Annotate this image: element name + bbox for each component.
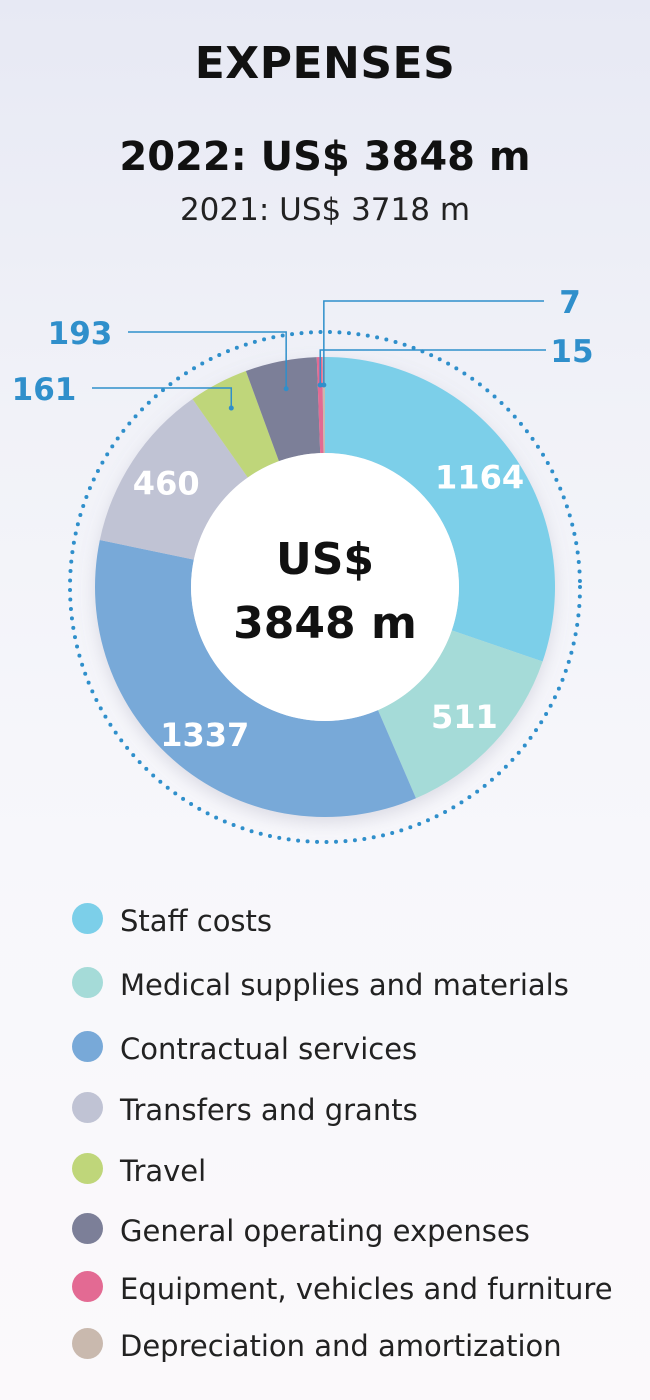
previous-year-total: 2021: US$ 3718 m — [179, 192, 471, 228]
callout-label-equipment-vehicles-and-furniture: 15 — [550, 334, 593, 370]
slice-label-medical-supplies-and-materials: 511 — [431, 698, 498, 736]
slice-travel — [192, 371, 279, 478]
donut-center — [191, 453, 459, 721]
legend-swatch — [72, 966, 103, 998]
callout-line-equipment-vehicles-and-furniture — [319, 349, 546, 386]
donut-slices — [95, 357, 555, 817]
legend-item-staff-costs: Staff costs — [72, 901, 272, 941]
slice-transfers-and-grants — [99, 399, 248, 560]
callout-line-travel — [92, 387, 233, 409]
legend-item-transfers-and-grants: Transfers and grants — [72, 1090, 418, 1130]
callout-line-general-operating-expenses — [128, 331, 287, 389]
legend-swatch — [72, 1212, 103, 1244]
callout-label-depreciation-and-amortization: 7 — [559, 285, 581, 321]
legend-swatch — [72, 1030, 103, 1062]
callout-dot-equipment-vehicles-and-furniture — [317, 382, 323, 388]
slice-label-staff-costs: 1164 — [435, 459, 524, 497]
legend-swatch — [72, 902, 103, 934]
slice-label-transfers-and-grants: 460 — [133, 465, 200, 503]
legend-item-depreciation-and-amortization: Depreciation and amortization — [72, 1326, 562, 1366]
slice-label-contractual-services: 1337 — [160, 716, 249, 754]
legend-item-contractual-services: Contractual services — [72, 1029, 417, 1069]
legend-label: General operating expenses — [120, 1214, 530, 1248]
slice-callouts: 161 193 15 7 — [12, 285, 594, 411]
legend-label: Travel — [120, 1154, 207, 1188]
legend-item-general-operating-expenses: General operating expenses — [72, 1211, 530, 1251]
legend-swatch — [72, 1152, 103, 1184]
callout-dot-general-operating-expenses — [283, 386, 289, 392]
legend-label: Transfers and grants — [120, 1093, 418, 1127]
slice-labels: 1164 511 1337 460 — [133, 459, 524, 755]
legend-label: Medical supplies and materials — [120, 968, 569, 1002]
legend-item-medical-supplies-and-materials: Medical supplies and materials — [72, 965, 569, 1005]
outer-dotted-ring — [68, 330, 582, 844]
center-label-amount: 3848 m — [233, 598, 417, 649]
legend-swatch — [72, 1327, 103, 1359]
legend-swatch — [72, 1270, 103, 1302]
legend-swatch — [72, 1091, 103, 1123]
legend-label: Equipment, vehicles and furniture — [120, 1272, 613, 1306]
callout-dot-travel — [228, 405, 234, 411]
legend-label: Depreciation and amortization — [120, 1329, 562, 1363]
callout-dot-depreciation-and-amortization — [321, 382, 327, 388]
page-title: EXPENSES — [194, 38, 456, 89]
callout-label-travel: 161 — [12, 372, 77, 408]
slice-medical-supplies-and-materials — [377, 630, 543, 799]
slice-general-operating-expenses — [245, 357, 321, 462]
expenses-donut-chart: US$ 3848 m 1164 511 1337 460 161 193 15 7 — [12, 285, 594, 844]
legend-label: Contractual services — [120, 1032, 418, 1066]
callout-line-depreciation-and-amortization — [323, 300, 544, 386]
slice-contractual-services — [95, 540, 416, 817]
legend-item-travel: Travel — [72, 1151, 206, 1191]
legend-label: Staff costs — [120, 904, 273, 938]
current-year-total: 2022: US$ 3848 m — [119, 134, 531, 180]
legend-item-equipment-vehicles-and-furniture: Equipment, vehicles and furniture — [72, 1269, 613, 1309]
callout-label-general-operating-expenses: 193 — [48, 316, 113, 352]
slice-staff-costs — [325, 357, 555, 662]
slice-equipment-vehicles-and-furniture — [316, 357, 324, 454]
center-label-currency: US$ — [276, 534, 374, 585]
